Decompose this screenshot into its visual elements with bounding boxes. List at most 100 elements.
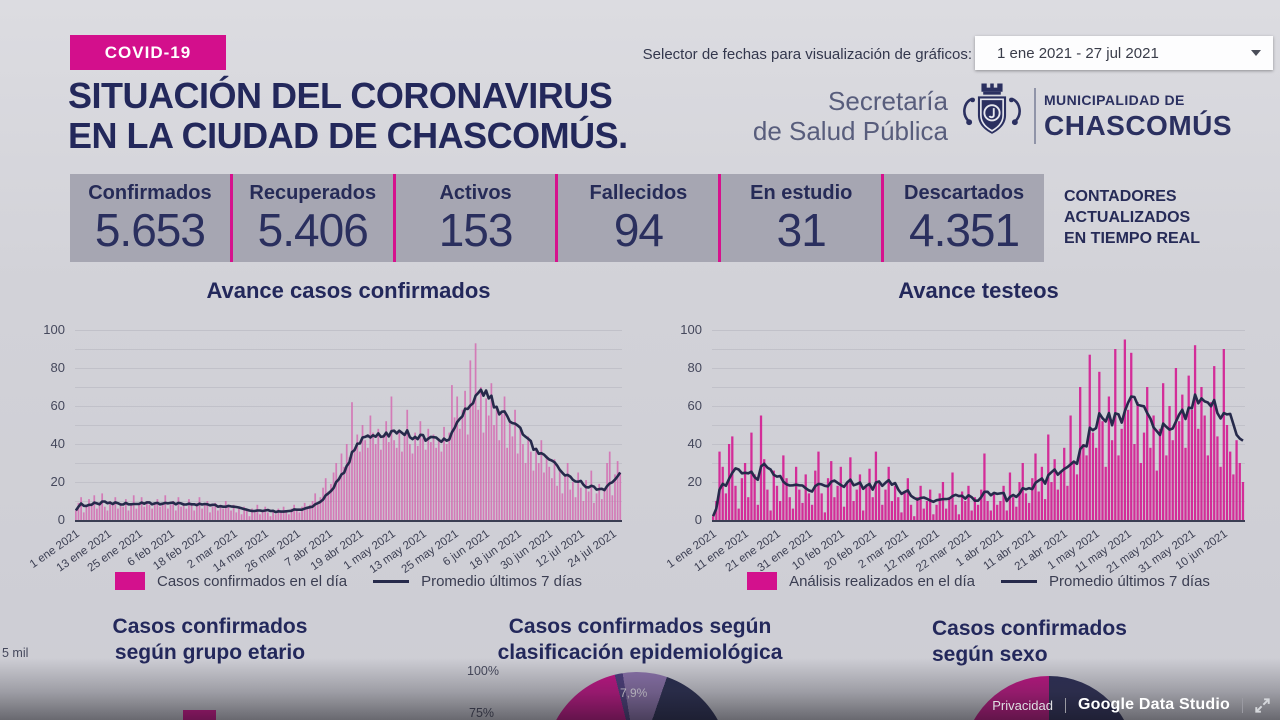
bar[interactable] <box>794 466 798 520</box>
bar[interactable] <box>532 470 535 520</box>
bar[interactable] <box>750 432 753 520</box>
bar[interactable] <box>458 428 461 520</box>
bar[interactable] <box>408 444 411 520</box>
bar[interactable] <box>153 502 156 520</box>
bar[interactable] <box>1232 474 1235 520</box>
bar[interactable] <box>293 504 295 520</box>
bar[interactable] <box>248 516 251 520</box>
bar[interactable] <box>211 506 214 520</box>
bar[interactable] <box>900 512 903 520</box>
bar[interactable] <box>411 453 414 521</box>
bar[interactable] <box>909 504 913 520</box>
bar[interactable] <box>1012 497 1015 520</box>
bar[interactable] <box>1034 453 1037 521</box>
bar[interactable] <box>545 455 548 520</box>
bar[interactable] <box>195 502 198 520</box>
bar[interactable] <box>472 402 474 520</box>
bar[interactable] <box>582 501 585 520</box>
bar[interactable] <box>364 440 367 520</box>
bar[interactable] <box>1238 463 1241 520</box>
bar[interactable] <box>1152 415 1155 521</box>
bar[interactable] <box>324 478 327 520</box>
bar[interactable] <box>865 485 868 520</box>
bar[interactable] <box>577 472 580 521</box>
bar[interactable] <box>1002 485 1005 520</box>
bar[interactable] <box>75 510 77 521</box>
bar[interactable] <box>219 504 222 520</box>
bar[interactable] <box>772 470 775 520</box>
bar[interactable] <box>203 504 206 520</box>
bar[interactable] <box>1174 368 1178 520</box>
bar[interactable] <box>174 510 177 521</box>
bar[interactable] <box>80 497 82 520</box>
bar[interactable] <box>1222 349 1225 520</box>
bar[interactable] <box>535 447 537 520</box>
bar[interactable] <box>1110 440 1114 520</box>
bar[interactable] <box>345 444 348 520</box>
bar[interactable] <box>1107 396 1111 521</box>
bar[interactable] <box>316 504 319 520</box>
bar[interactable] <box>989 510 992 521</box>
bar[interactable] <box>516 453 519 521</box>
bar[interactable] <box>295 510 298 521</box>
bar[interactable] <box>807 493 811 520</box>
bar[interactable] <box>493 425 495 520</box>
bar[interactable] <box>788 497 791 520</box>
bar[interactable] <box>766 489 769 520</box>
bar[interactable] <box>734 485 737 520</box>
bar[interactable] <box>124 499 127 520</box>
bar[interactable] <box>1085 455 1088 520</box>
bar[interactable] <box>823 512 826 520</box>
bar[interactable] <box>782 455 785 520</box>
bar[interactable] <box>138 502 140 520</box>
bar[interactable] <box>830 461 833 520</box>
bar[interactable] <box>266 512 269 520</box>
bar[interactable] <box>337 478 340 520</box>
bar[interactable] <box>319 497 322 520</box>
bar[interactable] <box>775 485 779 520</box>
bar[interactable] <box>862 510 865 521</box>
bar[interactable] <box>448 432 451 520</box>
bar[interactable] <box>159 506 161 520</box>
bar[interactable] <box>839 466 842 520</box>
bar[interactable] <box>855 489 858 520</box>
bar[interactable] <box>482 432 485 520</box>
bar[interactable] <box>996 504 999 520</box>
bar[interactable] <box>327 491 330 521</box>
bar[interactable] <box>217 510 219 521</box>
bar[interactable] <box>785 478 788 520</box>
date-range-dropdown[interactable]: 1 ene 2021 - 27 jul 2021 <box>975 36 1273 70</box>
bar[interactable] <box>585 480 587 520</box>
bar[interactable] <box>230 510 232 521</box>
bar[interactable] <box>1082 444 1085 520</box>
bar[interactable] <box>1130 352 1133 520</box>
bar[interactable] <box>427 428 430 520</box>
bar[interactable] <box>957 514 961 520</box>
bar[interactable] <box>868 468 871 520</box>
bar[interactable] <box>122 506 125 520</box>
bar[interactable] <box>916 497 919 520</box>
bar[interactable] <box>309 504 311 520</box>
bar[interactable] <box>380 449 382 520</box>
bar[interactable] <box>332 472 335 521</box>
bar[interactable] <box>430 442 432 520</box>
bar[interactable] <box>779 501 782 520</box>
bar[interactable] <box>877 482 881 520</box>
bar[interactable] <box>574 497 577 520</box>
bar[interactable] <box>343 466 345 520</box>
bar[interactable] <box>506 447 509 520</box>
bar[interactable] <box>232 504 235 520</box>
bar[interactable] <box>1040 466 1044 520</box>
bar[interactable] <box>498 440 501 520</box>
bar[interactable] <box>551 478 553 520</box>
bar[interactable] <box>385 421 388 520</box>
bar[interactable] <box>101 493 104 520</box>
bar[interactable] <box>1120 428 1123 520</box>
bar[interactable] <box>351 402 353 520</box>
bar[interactable] <box>193 510 196 521</box>
bar[interactable] <box>1162 383 1165 520</box>
bar[interactable] <box>614 474 616 520</box>
bar[interactable] <box>437 438 440 520</box>
bar[interactable] <box>164 495 167 520</box>
bar[interactable] <box>96 508 98 520</box>
